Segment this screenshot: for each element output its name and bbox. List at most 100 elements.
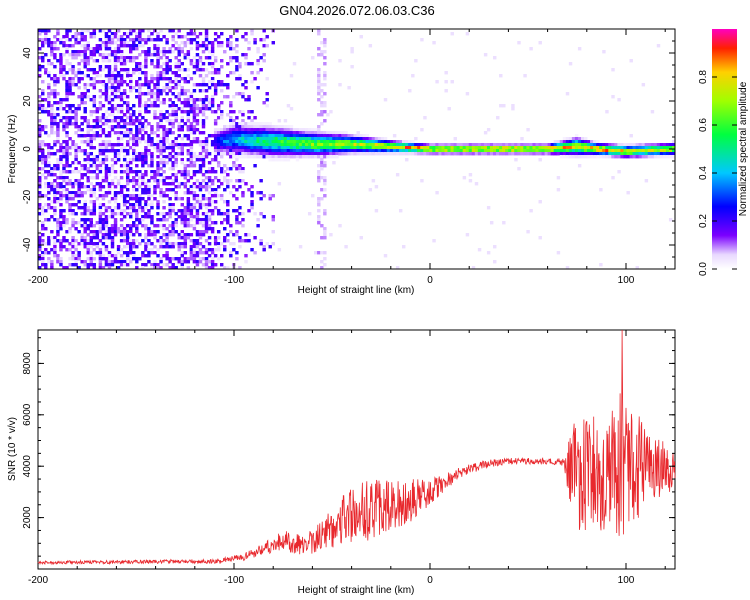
spectrogram-cell bbox=[153, 86, 157, 90]
spectrogram-cell bbox=[323, 212, 327, 216]
spectrogram-cell bbox=[147, 212, 151, 216]
spectrogram-cell bbox=[156, 53, 160, 57]
spectrogram-cell bbox=[198, 236, 203, 240]
spectrogram-cell bbox=[59, 248, 63, 252]
spectrogram-cell bbox=[104, 167, 109, 171]
spectrogram-cell bbox=[135, 179, 139, 183]
spectrogram-cell bbox=[235, 77, 239, 81]
spectrogram-cell bbox=[98, 29, 103, 33]
spectrogram-cell bbox=[241, 128, 245, 132]
spectrogram-cell bbox=[204, 263, 209, 267]
spectrogram-cell bbox=[80, 101, 84, 105]
spectrogram-cell bbox=[135, 188, 139, 192]
spectrogram-cell bbox=[101, 236, 106, 240]
spectrogram-cell bbox=[47, 113, 51, 117]
spectrogram-cell bbox=[44, 227, 48, 231]
spectrogram-cell bbox=[68, 164, 72, 168]
spectrogram-cell bbox=[429, 143, 433, 147]
spectrogram-cell bbox=[195, 83, 200, 87]
spectrogram-cell bbox=[83, 62, 87, 66]
spectrogram-cell bbox=[317, 77, 321, 81]
spectrogram-cell bbox=[53, 56, 57, 60]
spectrogram-cell bbox=[253, 152, 257, 156]
spectrogram-cell bbox=[229, 122, 233, 126]
spectrogram-cell bbox=[144, 185, 148, 189]
spectrogram-cell bbox=[323, 77, 327, 81]
spectrogram-cell bbox=[323, 110, 327, 114]
spectrogram-cell bbox=[56, 233, 60, 237]
spectrogram-cell bbox=[210, 53, 215, 57]
spectrogram-cell bbox=[44, 203, 48, 207]
spectrogram-cell bbox=[323, 131, 327, 135]
spectrogram-cell bbox=[235, 167, 239, 171]
spectrogram-cell bbox=[47, 146, 51, 150]
spectrogram-cell bbox=[44, 107, 48, 111]
spectrogram-cell bbox=[147, 227, 151, 231]
spectrogram-cell bbox=[65, 35, 69, 39]
spectrogram-cell bbox=[101, 185, 106, 189]
spectrogram-cell bbox=[74, 194, 78, 198]
spectrogram-cell bbox=[398, 209, 403, 213]
spectrogram-cell bbox=[186, 149, 191, 153]
spectrogram-cell bbox=[162, 194, 166, 198]
spectrogram-cell bbox=[608, 146, 612, 150]
spectrogram-cell bbox=[207, 170, 212, 174]
spectrogram-cell bbox=[68, 170, 72, 174]
spectrogram-cell bbox=[119, 50, 124, 54]
spectrogram-cell bbox=[235, 65, 239, 69]
spectrogram-cell bbox=[56, 59, 60, 63]
spectrogram-cell bbox=[298, 245, 303, 249]
spectrogram-cell bbox=[213, 143, 218, 147]
spectrogram-cell bbox=[265, 44, 269, 48]
spectrogram-cell bbox=[526, 146, 530, 150]
spectrogram-cell bbox=[65, 170, 69, 174]
spectrogram-cell bbox=[635, 155, 639, 159]
spectrogram-cell bbox=[125, 104, 130, 108]
spectrogram-cell bbox=[141, 164, 145, 168]
spectrogram-cell bbox=[320, 140, 324, 144]
spectrogram-cell bbox=[274, 128, 279, 132]
spectrogram-cell bbox=[332, 149, 336, 153]
spectrogram-cell bbox=[268, 149, 272, 153]
spectrogram-cell bbox=[256, 128, 260, 132]
spectrogram-cell bbox=[68, 119, 72, 123]
spectrogram-cell bbox=[362, 149, 366, 153]
spectrogram-cell bbox=[268, 197, 272, 201]
spectrogram-cell bbox=[356, 143, 360, 147]
spectrogram-cell bbox=[62, 215, 66, 219]
spectrogram-cell bbox=[162, 200, 166, 204]
spectrogram-cell bbox=[101, 56, 106, 60]
spectrogram-cell bbox=[235, 146, 239, 150]
spectrogram-cell bbox=[277, 128, 282, 132]
spectrogram-cell bbox=[253, 164, 257, 168]
spectrogram-cell bbox=[471, 143, 476, 147]
spectrogram-cell bbox=[235, 68, 239, 72]
spectrogram-cell bbox=[268, 128, 272, 132]
spectrogram-cell bbox=[223, 152, 227, 156]
spectrogram-cell bbox=[98, 230, 103, 234]
spectrogram-cell bbox=[135, 245, 139, 249]
spectrogram-cell bbox=[74, 263, 78, 267]
spectrogram-cell bbox=[241, 167, 245, 171]
spectrogram-cell bbox=[238, 152, 242, 156]
spectrogram-cell bbox=[453, 149, 457, 153]
spectrogram-cell bbox=[116, 260, 121, 264]
spectrogram-cell bbox=[53, 89, 57, 93]
spectrogram-cell bbox=[150, 170, 154, 174]
spectrogram-cell bbox=[144, 77, 148, 81]
spectrogram-cell bbox=[153, 236, 157, 240]
spectrogram-cell bbox=[180, 173, 184, 177]
spectrogram-cell bbox=[235, 38, 239, 42]
spectrogram-cell bbox=[41, 128, 45, 132]
spectrogram-cell bbox=[268, 134, 272, 138]
spectrogram-cell bbox=[304, 155, 309, 159]
spectrogram-cell bbox=[553, 140, 558, 144]
spectrogram-cell bbox=[659, 146, 664, 150]
spectrogram-cell bbox=[226, 140, 230, 144]
spectrogram-cell bbox=[68, 191, 72, 195]
spectrogram-cell bbox=[438, 149, 442, 153]
spectrogram-cell bbox=[420, 179, 424, 183]
spectrogram-cell bbox=[192, 242, 197, 246]
spectrogram-cell bbox=[577, 155, 582, 159]
spectrogram-cell bbox=[204, 47, 209, 51]
